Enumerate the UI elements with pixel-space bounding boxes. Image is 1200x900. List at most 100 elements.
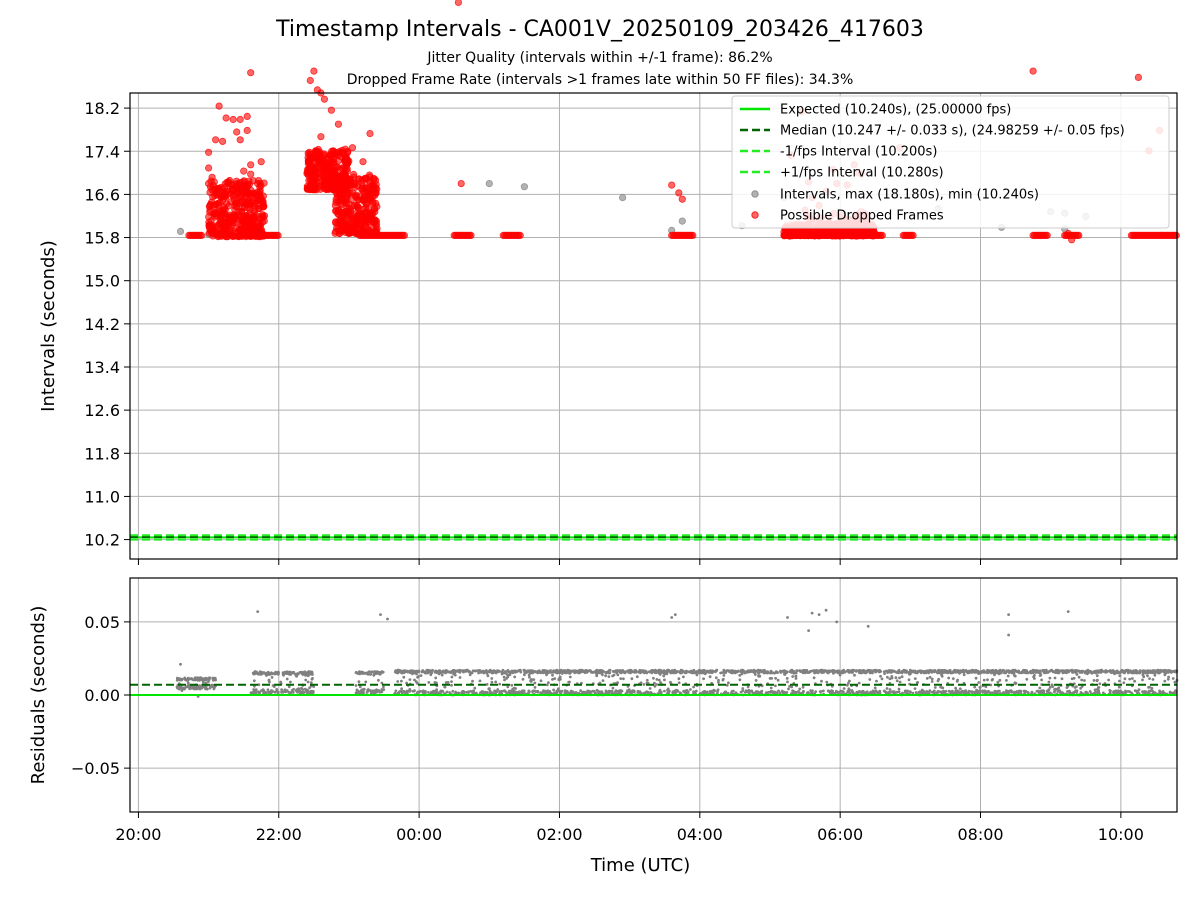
residual-point — [622, 670, 626, 673]
residual-point — [894, 676, 898, 680]
residual-point — [913, 687, 917, 690]
dropped-frame-point — [243, 126, 251, 135]
dropped-frame-point — [217, 232, 225, 240]
residual-point — [876, 669, 880, 672]
residual-point — [1044, 671, 1048, 675]
residual-point — [1055, 671, 1058, 674]
dropped-frame-point — [333, 171, 341, 179]
residual-point — [830, 689, 833, 693]
residual-point — [791, 675, 795, 678]
residual-point — [491, 671, 495, 675]
residual-point — [994, 668, 998, 672]
residual-point — [820, 668, 824, 672]
residual-point — [781, 670, 784, 673]
residual-point — [450, 670, 453, 673]
dropped-frame-point — [198, 231, 206, 239]
residual-point — [1158, 691, 1161, 695]
dropped-frame-point — [216, 220, 224, 228]
residual-point — [254, 672, 258, 675]
dropped-frame-point — [320, 179, 328, 187]
residual-point — [359, 690, 363, 694]
residual-point — [304, 678, 308, 682]
legend-label-expected: Expected (10.240s), (25.00000 fps) — [780, 103, 1011, 118]
intervals-red-points — [185, 0, 1180, 244]
residual-point — [917, 669, 921, 673]
dropped-frame-point — [341, 145, 349, 153]
residual-point — [942, 669, 946, 673]
residual-point — [999, 671, 1002, 675]
intervals-legend: Expected (10.240s), (25.00000 fps) Media… — [731, 95, 1170, 229]
residual-point — [966, 670, 970, 674]
residual-point — [754, 679, 758, 682]
residual-point — [1117, 685, 1121, 689]
residual-point — [1105, 670, 1108, 673]
residual-point — [709, 691, 712, 695]
residual-point — [416, 675, 419, 679]
intervals-y-tick-label: 18.2 — [84, 99, 120, 118]
residual-point — [568, 680, 571, 684]
residual-point — [1046, 690, 1050, 694]
residual-point — [822, 689, 825, 693]
dropped-frame-point — [849, 231, 858, 240]
residual-point — [978, 689, 982, 692]
residual-point — [888, 688, 892, 691]
residual-point — [204, 687, 208, 691]
dropped-frame-point — [675, 189, 683, 197]
residual-point — [595, 674, 599, 678]
residual-point — [195, 678, 199, 681]
residual-point — [1050, 683, 1054, 687]
residual-point — [976, 671, 979, 674]
dropped-frame-point — [243, 112, 251, 121]
residual-point — [511, 670, 515, 673]
residual-point — [287, 685, 291, 689]
residual-point — [790, 668, 794, 672]
residual-point — [373, 689, 377, 692]
residual-point — [648, 687, 652, 690]
residual-point — [1146, 669, 1150, 673]
intervals-y-tick-label: 11.0 — [84, 487, 120, 506]
residual-point — [529, 680, 533, 683]
residual-point — [925, 690, 929, 693]
intervals-y-tick-label: 10.2 — [84, 531, 120, 550]
residual-point — [760, 670, 764, 674]
chart-title: Timestamp Intervals - CA001V_20250109_20… — [275, 17, 924, 42]
residual-point — [525, 669, 529, 673]
residual-point — [919, 690, 923, 694]
dropped-frame-point — [238, 181, 246, 189]
residual-point — [770, 677, 773, 680]
interval-point — [520, 183, 529, 191]
residual-point — [584, 670, 588, 674]
residual-point — [207, 680, 210, 683]
residual-point — [510, 683, 514, 687]
dropped-frame-point — [306, 182, 314, 190]
residual-point — [186, 676, 190, 680]
legend-label-intervals: Intervals, max (18.180s), min (10.240s) — [780, 188, 1039, 203]
dropped-frame-point — [249, 216, 257, 224]
residual-point — [655, 678, 659, 681]
residual-point — [593, 690, 596, 693]
residual-point — [1128, 677, 1132, 681]
residual-point — [654, 668, 657, 672]
residual-point — [771, 690, 775, 694]
dropped-frame-point — [344, 159, 352, 167]
residual-point — [854, 669, 858, 672]
residual-point — [947, 689, 951, 693]
residual-point — [581, 690, 585, 694]
residual-point — [1133, 679, 1136, 683]
residual-point — [397, 669, 401, 673]
residual-point — [1097, 686, 1101, 689]
residual-point — [573, 691, 576, 695]
residual-point — [614, 690, 617, 694]
residual-point — [1099, 671, 1103, 674]
residual-point — [1053, 690, 1056, 693]
residual-point — [975, 690, 978, 693]
dropped-frame-point — [243, 232, 251, 240]
residual-point — [1171, 677, 1175, 680]
residual-point — [404, 690, 408, 694]
residual-point — [1008, 670, 1011, 674]
legend-label-median: Median (10.247 +/- 0.033 s), (24.98259 +… — [780, 124, 1125, 139]
residual-point — [402, 675, 406, 679]
residual-point — [601, 670, 605, 674]
dropped-frame-point — [678, 195, 686, 203]
residual-point — [1005, 690, 1008, 693]
